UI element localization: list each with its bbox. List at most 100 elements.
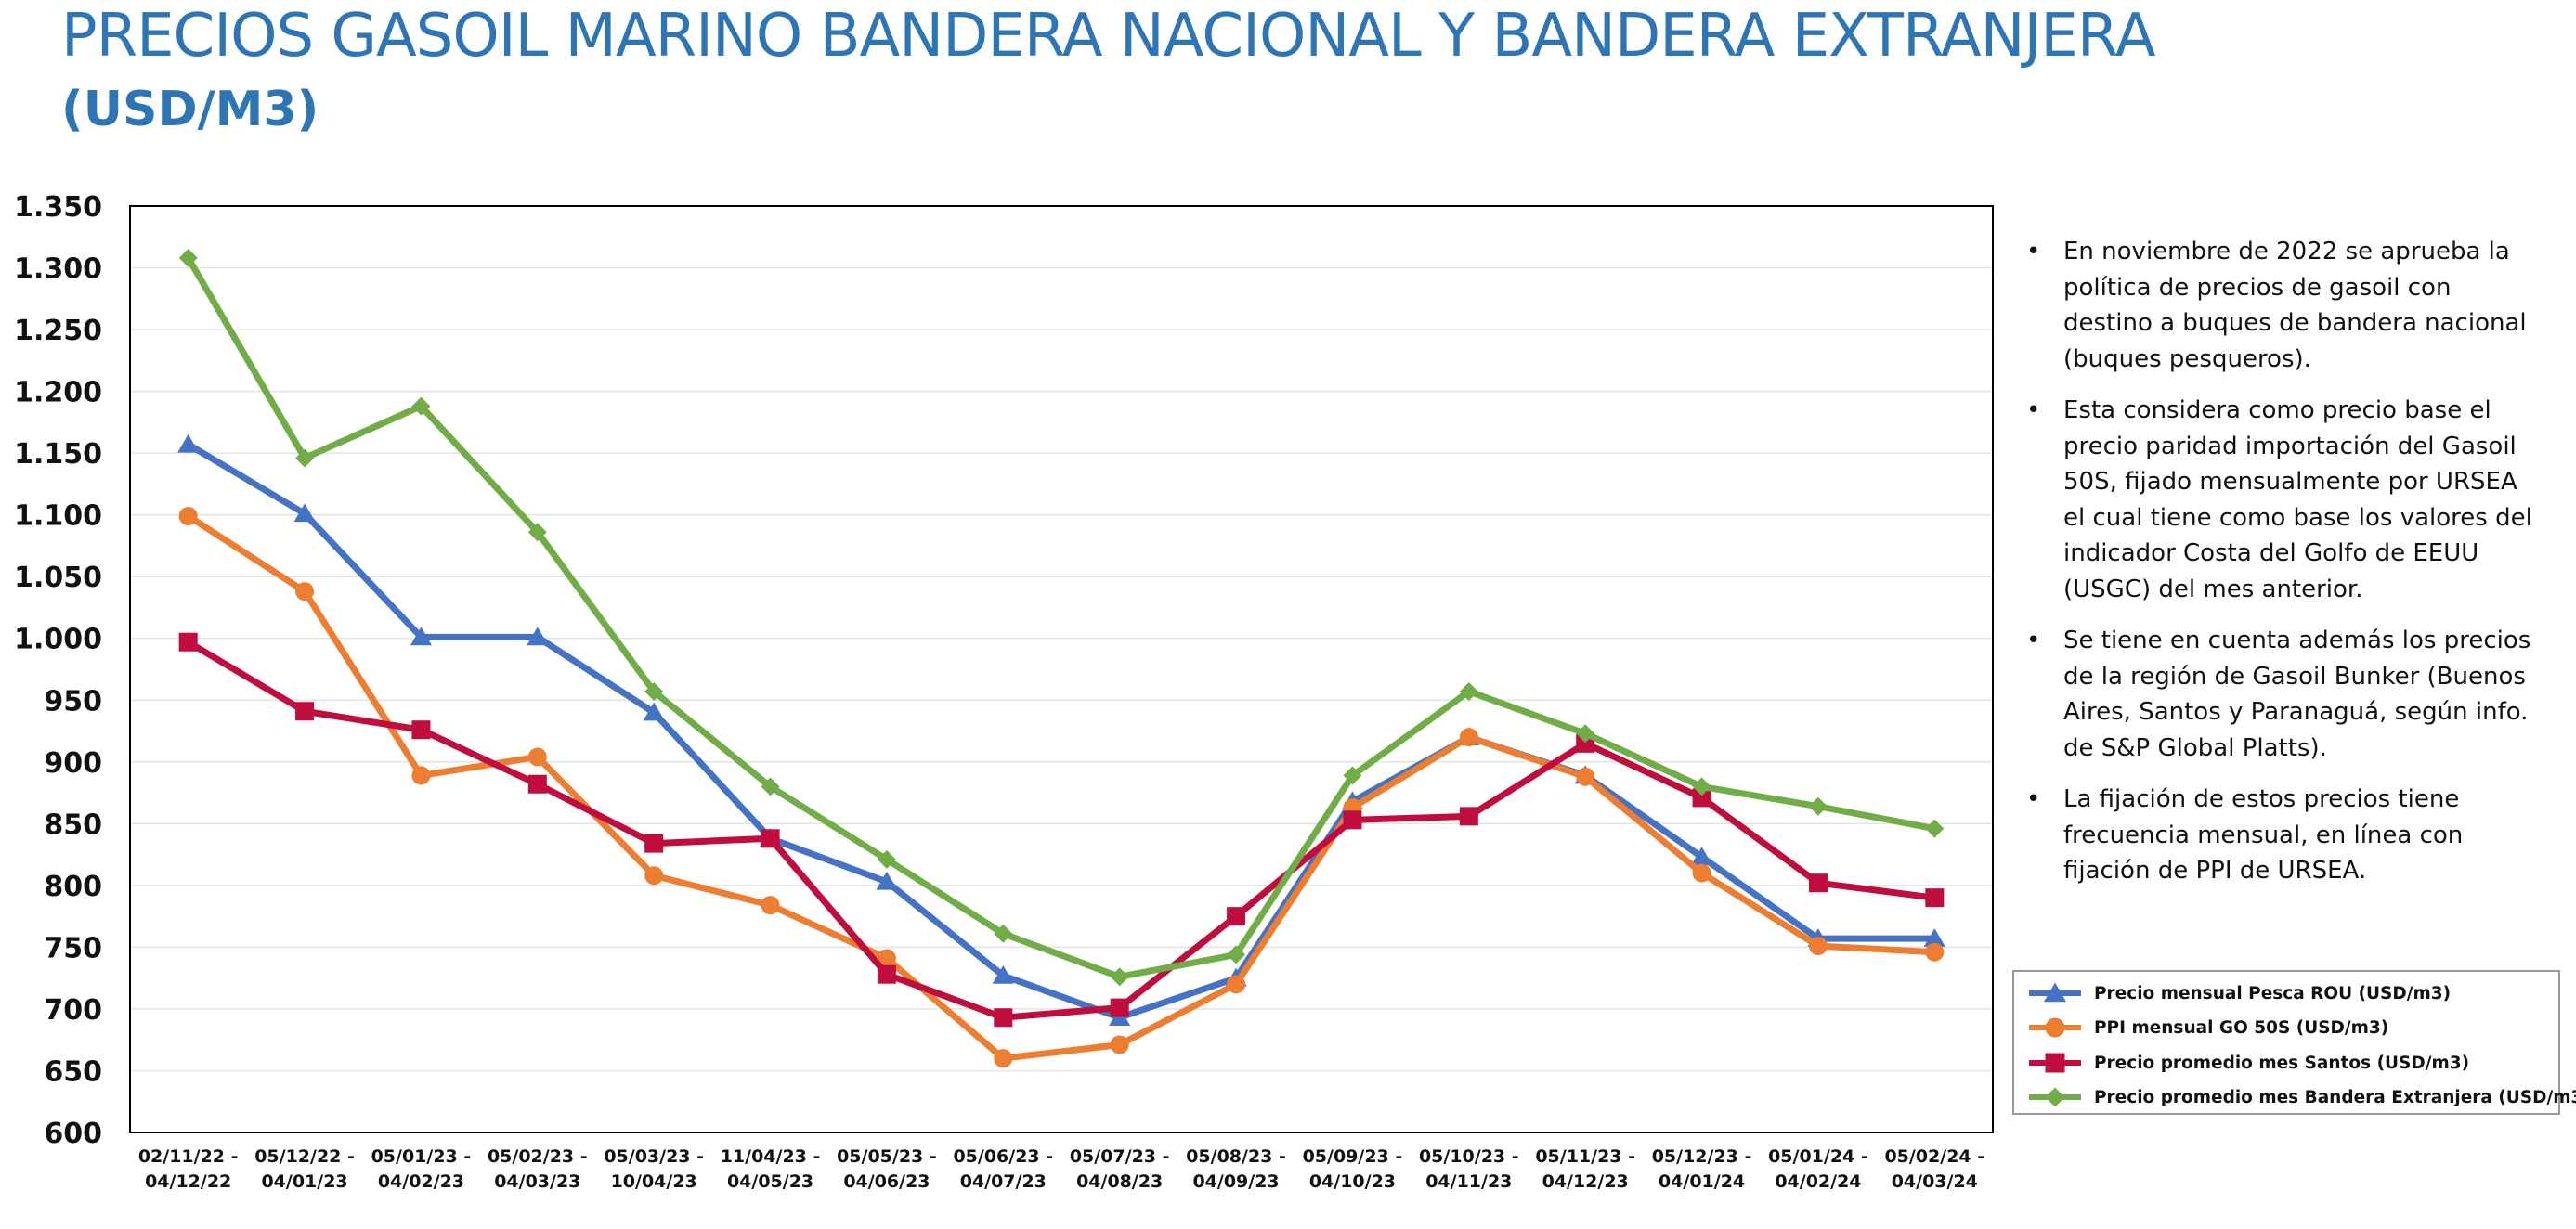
data-point xyxy=(1459,681,1478,701)
data-point xyxy=(178,248,198,267)
data-point xyxy=(644,681,664,701)
data-point xyxy=(877,964,896,984)
x-tick-label: 02/11/22 -04/12/22 xyxy=(138,1146,239,1192)
legend-swatch-square xyxy=(2029,1053,2081,1073)
x-tick-label: 05/07/23 -04/08/23 xyxy=(1070,1146,1170,1192)
data-point xyxy=(293,503,316,523)
y-axis-tick-labels: 600 650 700 750 800 850 900 950 1.000 1.050 1.100 1… xyxy=(14,191,102,1150)
series-line xyxy=(185,512,1938,1062)
data-point xyxy=(1925,819,1945,838)
data-point xyxy=(1459,728,1478,747)
x-axis-tick-labels: 02/11/22 -04/12/22 05/12/22 -04/01/23 05/0… xyxy=(138,1146,1984,1192)
y-tick-label: 700 xyxy=(44,994,102,1027)
chart-series xyxy=(177,248,1945,1068)
data-point xyxy=(1692,863,1711,883)
x-tick-label: 05/01/24 -04/02/24 xyxy=(1768,1146,1868,1192)
x-tick-label: 05/10/23 -04/11/23 xyxy=(1419,1146,1519,1192)
data-point xyxy=(1808,873,1828,893)
y-tick-label: 800 xyxy=(44,871,102,903)
data-point xyxy=(295,702,315,721)
data-point xyxy=(527,627,549,646)
data-point xyxy=(1110,967,1129,987)
series-triangle xyxy=(177,433,1945,1027)
x-tick-label: 05/02/24 -04/03/24 xyxy=(1884,1146,1984,1192)
y-tick-label: 750 xyxy=(44,932,102,964)
data-point xyxy=(2045,1087,2065,1107)
data-point xyxy=(1227,945,1246,964)
data-point xyxy=(1227,907,1246,926)
data-point xyxy=(527,774,547,794)
x-tick-label: 05/11/23 -04/12/23 xyxy=(1535,1146,1635,1192)
data-point xyxy=(1925,942,1945,962)
data-point xyxy=(1227,975,1246,994)
y-tick-label: 650 xyxy=(44,1055,102,1088)
legend-entry-santos: Precio promedio mes Santos (USD/m3) xyxy=(2027,1046,2469,1080)
data-point xyxy=(1691,847,1713,866)
x-tick-label: 05/06/23 -04/07/23 xyxy=(953,1146,1053,1192)
y-tick-label: 950 xyxy=(44,685,102,718)
y-tick-label: 1.200 xyxy=(14,377,102,409)
legend-label: PPI mensual GO 50S (USD/m3) xyxy=(2094,1017,2389,1038)
legend-entry-bandera-extranjera: Precio promedio mes Bandera Extranjera (… xyxy=(2027,1080,2576,1114)
data-point xyxy=(1459,807,1478,826)
data-point xyxy=(295,448,315,468)
y-tick-label: 1.300 xyxy=(14,253,102,286)
note-item: Se tiene en cuenta además los precios de… xyxy=(2026,623,2546,766)
data-point xyxy=(1692,788,1711,808)
y-tick-label: 1.050 xyxy=(14,562,102,594)
data-point xyxy=(644,834,664,853)
y-tick-label: 850 xyxy=(44,809,102,841)
data-point xyxy=(761,829,780,848)
x-tick-label: 05/05/23 -04/06/23 xyxy=(837,1146,937,1192)
data-point xyxy=(992,965,1014,984)
data-point xyxy=(177,433,200,453)
y-tick-label: 1.150 xyxy=(14,438,102,471)
legend-label: Precio mensual Pesca ROU (USD/m3) xyxy=(2094,983,2452,1003)
data-point xyxy=(1110,1035,1129,1054)
data-point xyxy=(411,396,431,416)
x-tick-label: 05/09/23 -04/10/23 xyxy=(1303,1146,1403,1192)
legend-entry-pesca: Precio mensual Pesca ROU (USD/m3) xyxy=(2027,977,2451,1010)
series-diamond xyxy=(178,248,1945,987)
x-tick-label: 05/01/23 -04/02/23 xyxy=(371,1146,472,1192)
note-item: En noviembre de 2022 se aprueba la polít… xyxy=(2026,234,2546,377)
data-point xyxy=(1692,777,1711,796)
legend-swatch-diamond xyxy=(2029,1087,2081,1107)
data-point xyxy=(527,523,547,542)
note-item: Esta considera como precio base el preci… xyxy=(2026,393,2546,607)
data-point xyxy=(877,849,896,869)
legend-entry-ppi: PPI mensual GO 50S (USD/m3) xyxy=(2027,1011,2388,1044)
data-point xyxy=(1343,810,1362,830)
y-tick-label: 600 xyxy=(44,1118,102,1150)
x-tick-label: 05/12/22 -04/01/23 xyxy=(254,1146,355,1192)
data-point xyxy=(876,871,898,890)
y-tick-label: 1.100 xyxy=(14,500,102,533)
data-point xyxy=(644,866,664,886)
y-tick-label: 900 xyxy=(44,747,102,780)
y-tick-label: 1.250 xyxy=(14,315,102,347)
x-tick-label: 05/03/23 -10/04/23 xyxy=(604,1146,704,1192)
series-circle xyxy=(178,506,1945,1068)
x-tick-label: 05/12/23 -04/01/24 xyxy=(1652,1146,1752,1192)
plot-area-border xyxy=(129,205,1994,1133)
data-point xyxy=(761,777,780,796)
data-point xyxy=(2043,982,2067,1003)
series-square xyxy=(178,632,1945,1028)
notes-list: En noviembre de 2022 se aprueba la polít… xyxy=(2026,234,2546,905)
legend-swatch-circle xyxy=(2029,1017,2081,1038)
data-point xyxy=(2045,1053,2065,1073)
series-line xyxy=(185,254,1938,980)
note-item: La fijación de estos precios tiene frecu… xyxy=(2026,782,2546,889)
data-point xyxy=(178,632,198,652)
data-point xyxy=(1576,767,1595,786)
data-point xyxy=(994,1008,1013,1028)
chart-axes xyxy=(129,205,1994,1133)
data-point xyxy=(994,924,1013,943)
data-point xyxy=(178,506,198,525)
data-point xyxy=(1923,928,1945,947)
chart-gridlines xyxy=(130,266,1993,1072)
y-tick-label: 1.350 xyxy=(14,191,102,224)
data-point xyxy=(1808,796,1828,816)
page-subtitle: (USD/M3) xyxy=(61,82,319,137)
